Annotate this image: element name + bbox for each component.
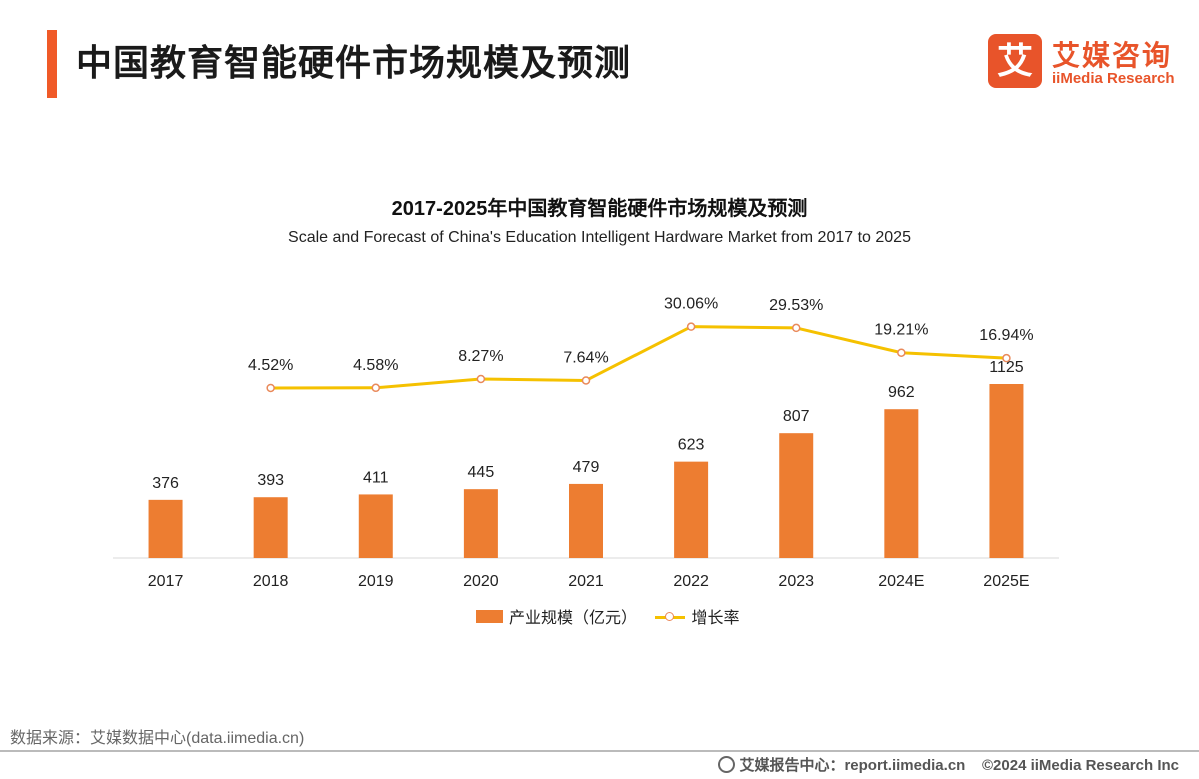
data-source-note: 数据来源：艾媒数据中心(data.iimedia.cn) (10, 730, 305, 747)
title-accent-bar (47, 30, 57, 98)
bar-value-label: 411 (363, 469, 389, 486)
globe-icon (718, 756, 736, 773)
legend-line-swatch (655, 610, 686, 623)
footer-bar: 艾媒报告中心：report.iimedia.cn ©2024 iiMedia R… (718, 754, 1179, 775)
bar-2022 (674, 461, 709, 558)
growth-point-2018 (266, 383, 275, 393)
legend-bar-swatch (476, 609, 503, 623)
bar-value-label: 479 (573, 459, 600, 476)
logo-english-text: iiMedia Research (1052, 70, 1175, 87)
growth-point-2022 (686, 322, 696, 331)
bar-value-label: 376 (152, 475, 179, 492)
growth-value-label: 4.58% (353, 357, 398, 374)
x-tick-label: 2017 (148, 573, 184, 590)
x-tick-label: 2018 (253, 573, 289, 590)
growth-value-label: 19.21% (874, 322, 928, 339)
growth-point-2023 (791, 323, 801, 333)
growth-point-2020 (476, 374, 486, 384)
bar-value-label: 962 (888, 384, 915, 401)
bar-value-label: 1125 (989, 359, 1024, 376)
bar-2021 (569, 483, 603, 558)
bar-2020 (463, 489, 498, 558)
legend-label-scale: 产业规模（亿元） (509, 610, 638, 627)
legend-item-growth: 增长率 (655, 604, 739, 628)
x-tick-label: 2022 (673, 573, 709, 590)
footer-divider (0, 750, 1199, 752)
x-tick-label: 2025E (983, 573, 1029, 590)
growth-point-2024E (897, 348, 906, 357)
bar-value-label: 445 (468, 464, 495, 481)
x-tick-label: 2024E (878, 573, 924, 590)
growth-point-2019 (371, 383, 381, 393)
bar-2024E (884, 409, 919, 558)
logo-chinese-text: 艾媒咨询 (1052, 40, 1173, 71)
growth-value-label: 29.53% (769, 297, 823, 314)
growth-point-2025E (1002, 353, 1011, 363)
growth-value-label: 8.27% (458, 348, 503, 365)
x-tick-label: 2023 (778, 573, 814, 590)
bar-2023 (779, 433, 814, 558)
legend-label-growth: 增长率 (691, 610, 740, 627)
report-center-link[interactable]: 艾媒报告中心：report.iimedia.cn (739, 757, 966, 774)
bar-value-label: 807 (783, 408, 810, 425)
bar-value-label: 623 (678, 437, 705, 454)
x-tick-label: 2019 (358, 573, 394, 590)
legend-item-scale: 产业规模（亿元） (476, 604, 637, 628)
bar-2018 (253, 497, 288, 558)
bar-2017 (148, 499, 183, 558)
bar-value-label: 393 (257, 472, 284, 489)
logo-icon: 艾 (988, 34, 1042, 88)
growth-point-2021 (581, 376, 591, 385)
growth-value-label: 16.94% (979, 327, 1033, 344)
bar-2019 (358, 494, 393, 558)
chart-legend: 产业规模（亿元） 增长率 (476, 604, 753, 628)
copyright-text: ©2024 iiMedia Research Inc (982, 757, 1179, 774)
bar-2025E (989, 384, 1024, 558)
growth-value-label: 4.52% (248, 357, 293, 374)
chart-subtitle: Scale and Forecast of China's Education … (288, 229, 911, 246)
page-title: 中国教育智能硬件市场规模及预测 (76, 42, 632, 83)
iimedia-logo: 艾 艾媒咨询 iiMedia Research (988, 34, 1178, 92)
growth-value-label: 30.06% (664, 296, 718, 313)
x-tick-label: 2021 (568, 573, 604, 590)
growth-value-label: 7.64% (563, 349, 608, 366)
chart-title: 2017-2025年中国教育智能硬件市场规模及预测 (391, 198, 808, 220)
growth-rate-line (270, 325, 1007, 390)
x-tick-label: 2020 (463, 573, 499, 590)
